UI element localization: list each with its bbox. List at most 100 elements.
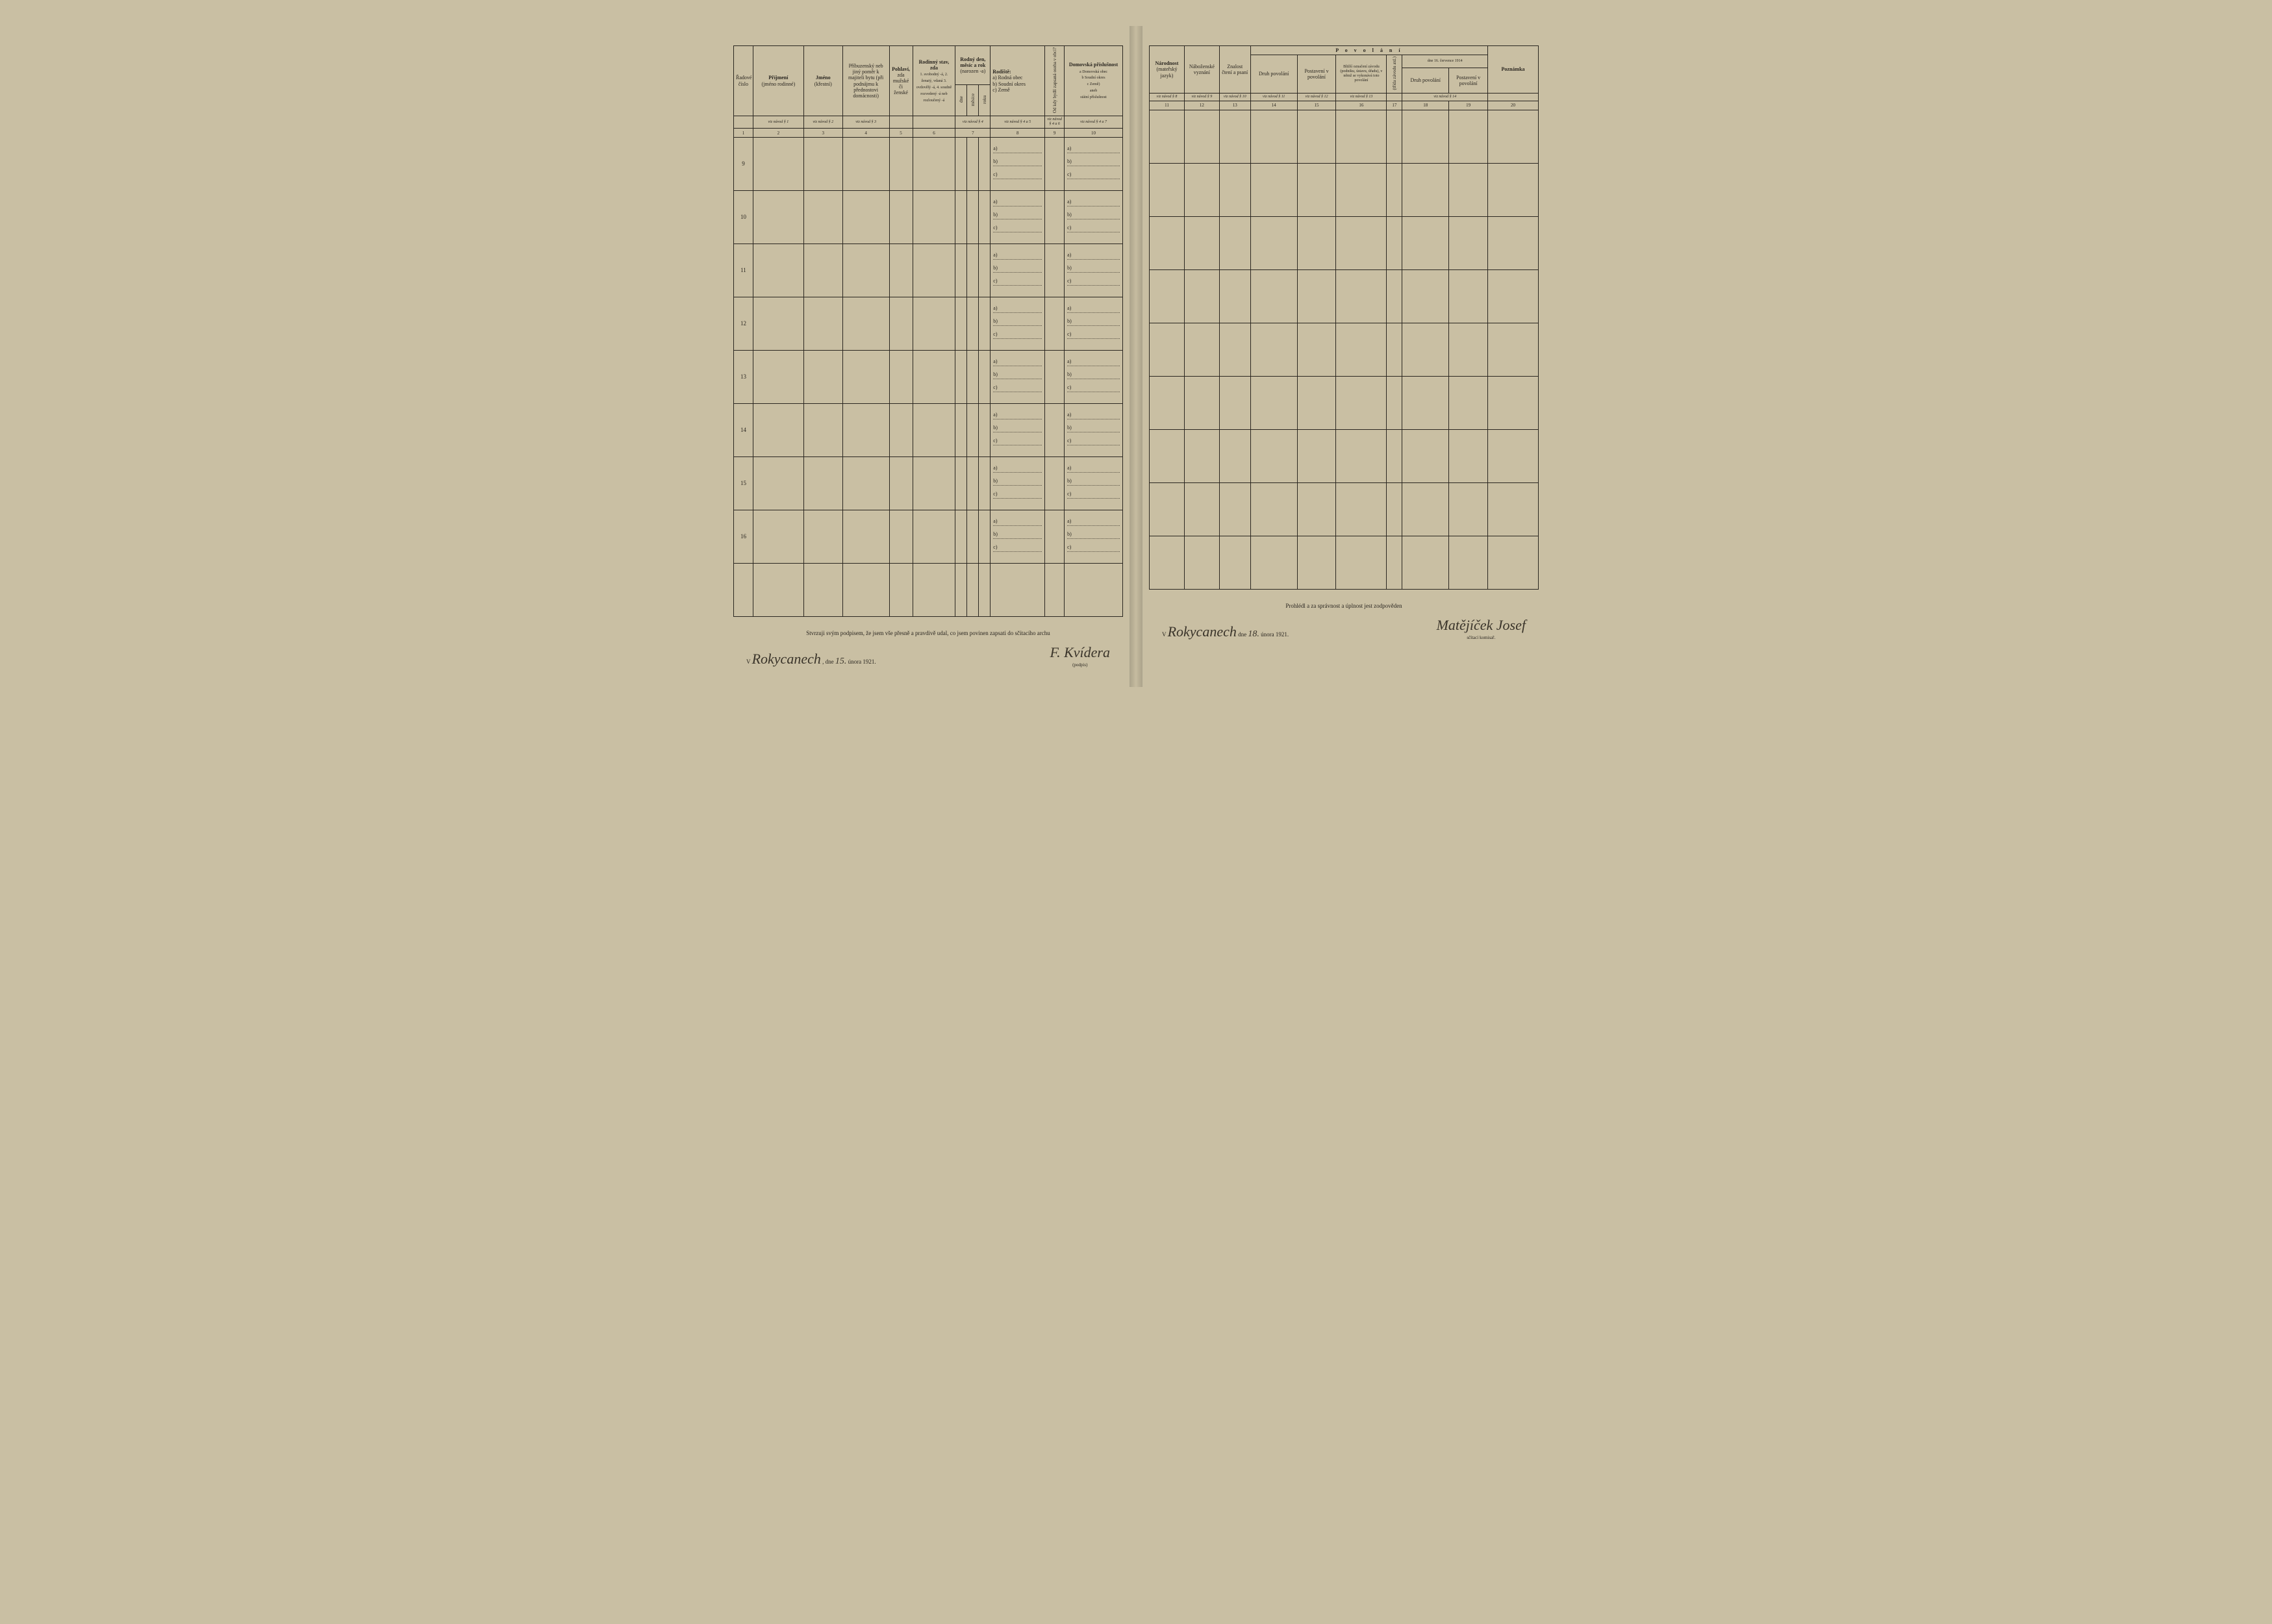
hdr-dne-txt: dne bbox=[959, 96, 964, 103]
hdr-col3-top: Jméno bbox=[816, 75, 831, 81]
cn-11: 11 bbox=[1150, 101, 1185, 110]
hdr-col1: Řadové číslo bbox=[734, 46, 753, 116]
hdr-col12: Náboženské vyznání bbox=[1184, 46, 1219, 94]
colnum-row-left: 1 2 3 4 5 6 7 8 9 10 bbox=[734, 129, 1123, 138]
cell-marital bbox=[913, 404, 955, 457]
cell-relation bbox=[842, 297, 889, 351]
right-date-month: února 1921. bbox=[1261, 631, 1289, 638]
cell-c18 bbox=[1402, 216, 1449, 269]
cell-c19 bbox=[1449, 269, 1488, 323]
cell-birthplace: a)b)c) bbox=[991, 351, 1045, 404]
left-page: Řadové číslo Příjmení (jméno rodinné) Jm… bbox=[733, 45, 1123, 668]
cell-month bbox=[967, 351, 979, 404]
cell-relation bbox=[842, 404, 889, 457]
cell-surname bbox=[753, 138, 803, 191]
right-sig-label: sčítací komisař. bbox=[1467, 635, 1495, 640]
cell-year bbox=[979, 191, 991, 244]
cell-c14 bbox=[1250, 482, 1297, 536]
cell-year bbox=[979, 138, 991, 191]
cell-marital bbox=[913, 510, 955, 564]
hint-1: viz návod § 1 bbox=[753, 116, 803, 129]
cell-sex bbox=[889, 510, 913, 564]
cell-birthplace: a)b)c) bbox=[991, 244, 1045, 297]
cell-month bbox=[967, 138, 979, 191]
cell-domicile: a)b)c) bbox=[1065, 457, 1123, 510]
cell-c19 bbox=[1449, 429, 1488, 482]
cell-since bbox=[1045, 191, 1065, 244]
row-number: 14 bbox=[734, 404, 753, 457]
hdr-col3: Jméno (křestní) bbox=[803, 46, 842, 116]
cell-surname bbox=[753, 244, 803, 297]
cell-c19 bbox=[1449, 110, 1488, 163]
row-number: 12 bbox=[734, 297, 753, 351]
cell-c12 bbox=[1184, 482, 1219, 536]
hdr-col11-sub: (mateřský jazyk) bbox=[1156, 66, 1177, 78]
hint-row-left: viz návod § 1 viz návod § 2 viz návod § … bbox=[734, 116, 1123, 129]
hdr-col19: Postavení v povolání bbox=[1449, 68, 1488, 93]
right-page: Národnost (mateřský jazyk) Náboženské vy… bbox=[1149, 45, 1539, 668]
cell-c20 bbox=[1488, 323, 1539, 376]
cn-18: 18 bbox=[1402, 101, 1449, 110]
cn-15: 15 bbox=[1297, 101, 1336, 110]
cn-10: 10 bbox=[1065, 129, 1123, 138]
hint-4: viz návod § 4 bbox=[955, 116, 991, 129]
cell-month bbox=[967, 191, 979, 244]
cell-c15 bbox=[1297, 110, 1336, 163]
cell-c17 bbox=[1387, 216, 1402, 269]
right-footer: Prohlédl a za správnost a úplnost jest z… bbox=[1149, 603, 1539, 640]
cell-day bbox=[955, 404, 967, 457]
hdr-col16: Bližší označení závodu (podniku, ústavu,… bbox=[1336, 55, 1387, 94]
right-place-prefix: V bbox=[1162, 631, 1166, 638]
right-signature: Matějíček Josef bbox=[1437, 617, 1526, 633]
hdr-col2: Příjmení (jméno rodinné) bbox=[753, 46, 803, 116]
cell-domicile: a)b)c) bbox=[1065, 351, 1123, 404]
hdr-col7-dne: dne bbox=[955, 84, 967, 116]
cell-c12 bbox=[1184, 429, 1219, 482]
hint-14: viz návod § 14 bbox=[1402, 93, 1488, 101]
hdr-col17-txt: (třída závodu atd.) bbox=[1392, 56, 1397, 90]
cell-day bbox=[955, 351, 967, 404]
cell-c17 bbox=[1387, 110, 1402, 163]
table-row bbox=[734, 564, 1123, 617]
cn-8: 8 bbox=[991, 129, 1045, 138]
colnum-row-right: 11 12 13 14 15 16 17 18 19 20 bbox=[1150, 101, 1539, 110]
cell-firstname bbox=[803, 351, 842, 404]
cell-c12 bbox=[1184, 269, 1219, 323]
cell-since bbox=[1045, 510, 1065, 564]
cell-c18 bbox=[1402, 482, 1449, 536]
table-row bbox=[1150, 163, 1539, 216]
cell-birthplace: a)b)c) bbox=[991, 510, 1045, 564]
cell-c12 bbox=[1184, 110, 1219, 163]
cell-year bbox=[979, 297, 991, 351]
cell-domicile: a)b)c) bbox=[1065, 297, 1123, 351]
hdr-col7: Rodný den, měsíc a rok (narozen -a) bbox=[955, 46, 991, 85]
cell-sex bbox=[889, 138, 913, 191]
cell-c17 bbox=[1387, 163, 1402, 216]
cell-c19 bbox=[1449, 216, 1488, 269]
cell-marital bbox=[913, 297, 955, 351]
table-row bbox=[1150, 536, 1539, 589]
cn-16: 16 bbox=[1336, 101, 1387, 110]
cell-month bbox=[967, 457, 979, 510]
table-row bbox=[1150, 429, 1539, 482]
row-number: 10 bbox=[734, 191, 753, 244]
cell-c16 bbox=[1336, 110, 1387, 163]
cell-c15 bbox=[1297, 269, 1336, 323]
cell-sex bbox=[889, 297, 913, 351]
cell-since bbox=[1045, 297, 1065, 351]
hdr-col8-body: a) Rodná obec b) Soudní okres c) Země bbox=[992, 75, 1026, 92]
row-number: 15 bbox=[734, 457, 753, 510]
cell-sex bbox=[889, 457, 913, 510]
cell-c11 bbox=[1150, 323, 1185, 376]
cell-since bbox=[1045, 138, 1065, 191]
cell-c13 bbox=[1219, 269, 1250, 323]
cell-month bbox=[967, 244, 979, 297]
cell-firstname bbox=[803, 457, 842, 510]
cell-c20 bbox=[1488, 482, 1539, 536]
hdr-col8: Rodiště: a) Rodná obec b) Soudní okres c… bbox=[991, 46, 1045, 116]
cell-c16 bbox=[1336, 429, 1387, 482]
cell-c18 bbox=[1402, 376, 1449, 429]
cn-6: 6 bbox=[913, 129, 955, 138]
cell-since bbox=[1045, 244, 1065, 297]
cell-marital bbox=[913, 191, 955, 244]
